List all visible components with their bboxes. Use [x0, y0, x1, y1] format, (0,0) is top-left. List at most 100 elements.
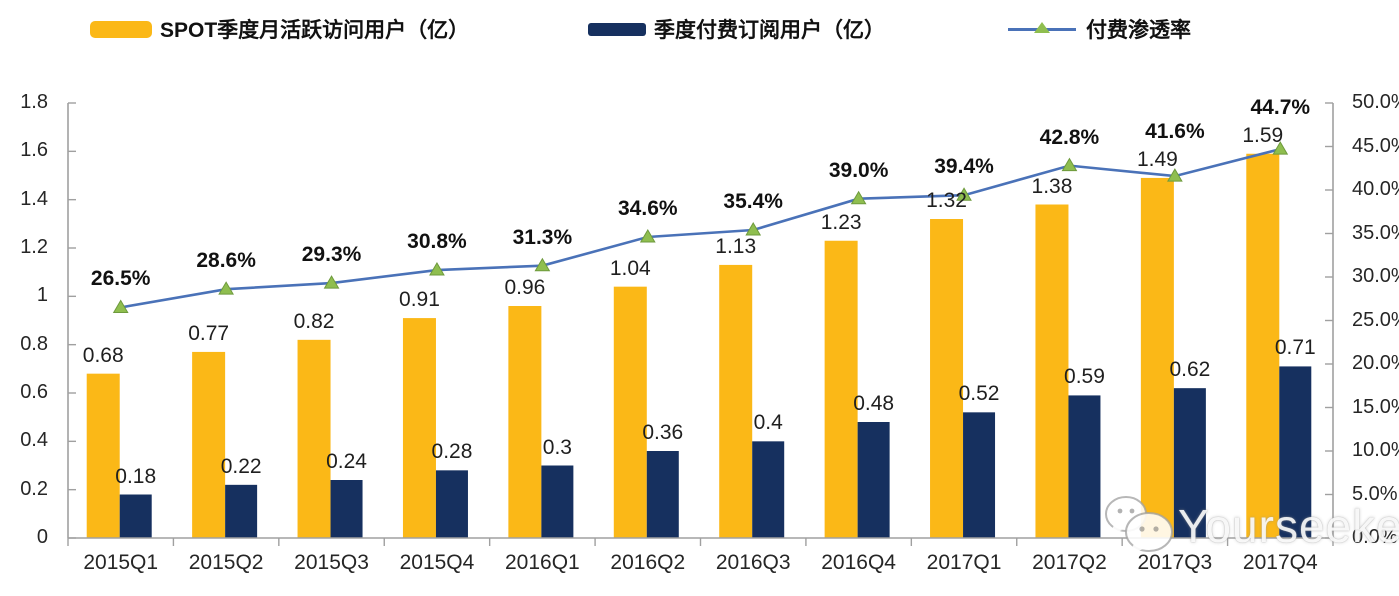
mau-bar — [402, 318, 436, 538]
x-axis-label: 2015Q1 — [83, 551, 159, 574]
subs-bar — [330, 480, 363, 538]
subs-value-label: 0.24 — [326, 450, 367, 473]
subs-bar — [752, 441, 785, 538]
left-axis-tick-label: 1.8 — [20, 91, 48, 113]
penetration-value-label: 34.6% — [618, 196, 678, 220]
mau-value-label: 0.68 — [82, 343, 124, 367]
wechat-icon — [1105, 496, 1173, 555]
subs-value-label: 0.36 — [642, 421, 684, 444]
mau-value-label: 1.32 — [926, 189, 967, 212]
watermark-text: Yourseeker — [1178, 500, 1399, 552]
mau-value-label: 1.04 — [609, 256, 651, 280]
right-axis-tick-label: 50.0% — [1352, 91, 1399, 113]
left-axis-tick-label: 0 — [36, 526, 48, 548]
penetration-value-label: 44.7% — [1250, 95, 1311, 119]
penetration-line — [120, 147, 1281, 309]
mau-bar — [1246, 153, 1280, 538]
subs-bar — [1068, 395, 1101, 538]
mau-value-label: 1.13 — [715, 234, 757, 258]
legend-label-subs: 季度付费订阅用户（亿） — [654, 19, 885, 42]
mau-bar — [719, 264, 753, 538]
left-axis-tick-label: 0.6 — [20, 381, 48, 403]
penetration-marker — [745, 222, 762, 236]
right-axis-tick-label: 35.0% — [1352, 221, 1399, 244]
subs-value-label: 0.48 — [853, 392, 895, 415]
subs-bar — [119, 494, 152, 538]
penetration-marker — [850, 190, 867, 205]
subs-bar — [541, 465, 574, 538]
left-axis-tick-label: 1.6 — [20, 139, 48, 162]
legend-item-subs: 季度付费订阅用户（亿） — [588, 13, 885, 45]
legend-label-penetration: 付费渗透率 — [1086, 19, 1191, 42]
x-axis-label: 2015Q2 — [188, 551, 264, 574]
subs-bar — [963, 412, 996, 538]
right-axis-tick-label: 45.0% — [1352, 134, 1399, 157]
subs-bar — [225, 484, 258, 538]
mau-bar — [297, 339, 331, 538]
mau-bar — [508, 306, 542, 538]
x-axis-label: 2015Q3 — [294, 551, 369, 574]
right-axis-tick-label: 25.0% — [1352, 308, 1399, 331]
mau-value-label: 0.91 — [399, 288, 440, 312]
penetration-marker — [1167, 168, 1183, 182]
right-axis-tick-label: 15.0% — [1352, 395, 1399, 418]
subs-value-label: 0.28 — [431, 440, 473, 464]
penetration-marker — [429, 262, 445, 276]
penetration-value-label: 39.4% — [934, 155, 994, 179]
x-axis-label: 2016Q3 — [715, 551, 791, 574]
right-axis-tick-label: 30.0% — [1352, 265, 1399, 287]
penetration-value-label: 31.3% — [512, 225, 573, 249]
left-axis-tick-label: 1.4 — [20, 187, 48, 210]
penetration-marker — [1272, 141, 1289, 155]
mau-value-label: 1.23 — [820, 210, 862, 234]
x-axis-label: 2015Q4 — [399, 551, 475, 574]
mau-value-label: 0.82 — [293, 309, 335, 333]
mau-bar — [86, 373, 120, 538]
penetration-value-label: 39.0% — [828, 158, 889, 182]
subs-value-label: 0.71 — [1274, 336, 1316, 360]
penetration-value-label: 42.8% — [1039, 125, 1100, 149]
subs-bar — [1173, 388, 1206, 538]
subs-value-label: 0.59 — [1064, 365, 1105, 389]
legend-item-penetration: 付费渗透率 — [1008, 13, 1191, 45]
right-axis-tick-label: 20.0% — [1352, 352, 1399, 374]
mau-bar — [192, 351, 226, 538]
subs-bar — [646, 451, 679, 538]
legend-item-mau: SPOT季度月活跃访问用户（亿） — [90, 13, 469, 45]
x-axis-label: 2016Q2 — [610, 551, 686, 574]
mau-bar — [930, 219, 964, 538]
subs-value-label: 0.3 — [542, 435, 572, 459]
penetration-value-label: 29.3% — [301, 243, 362, 267]
mau-bar — [1140, 177, 1174, 538]
penetration-marker — [112, 299, 129, 313]
mau-value-label: 1.49 — [1136, 147, 1178, 171]
penetration-marker — [323, 275, 340, 289]
penetration-marker — [639, 228, 656, 243]
watermark: Yourseeker — [1102, 492, 1399, 560]
penetration-value-label: 41.6% — [1145, 119, 1205, 143]
x-axis-label: 2017Q1 — [926, 551, 1002, 574]
mau-bar — [824, 240, 858, 538]
left-axis-tick-label: 1 — [36, 284, 48, 307]
triangle-marker-icon — [1034, 22, 1050, 33]
right-axis-tick-label: 40.0% — [1352, 178, 1399, 200]
penetration-value-label: 30.8% — [407, 230, 467, 254]
mau-value-label: 1.59 — [1242, 123, 1284, 147]
x-axis-label: 2017Q2 — [1032, 551, 1107, 574]
subs-value-label: 0.62 — [1169, 358, 1211, 382]
subs-bar — [857, 422, 890, 538]
penetration-marker — [956, 187, 972, 201]
right-axis-tick-label: 5.0% — [1352, 482, 1398, 505]
penetration-value-label: 28.6% — [196, 249, 256, 273]
mau-bar-swatch — [90, 20, 152, 38]
penetration-value-label: 35.4% — [723, 190, 783, 214]
penetration-line-swatch — [1008, 20, 1076, 38]
left-axis-tick-label: 1.2 — [20, 236, 48, 258]
left-axis-tick-label: 0.8 — [20, 332, 48, 355]
penetration-marker — [534, 257, 551, 272]
penetration-value-label: 26.5% — [90, 267, 151, 291]
right-axis-tick-label: 10.0% — [1352, 439, 1399, 461]
subs-value-label: 0.4 — [753, 411, 783, 435]
